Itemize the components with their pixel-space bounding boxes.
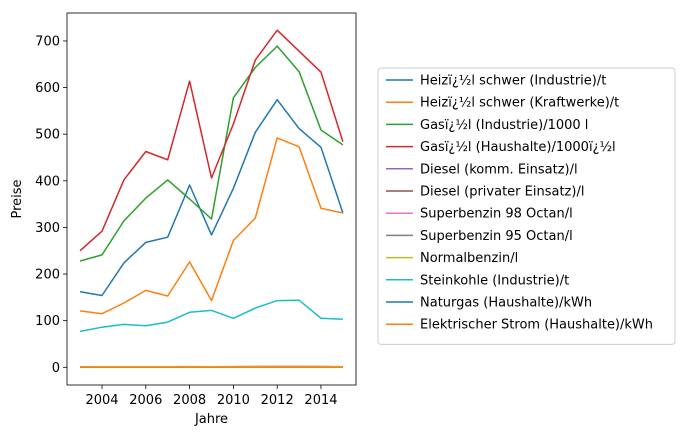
y-tick-label: 500 <box>35 128 60 143</box>
legend-label: Normalbenzin/l <box>420 251 518 266</box>
legend-label: Superbenzin 98 Octan/l <box>420 207 573 222</box>
legend-box <box>377 67 676 345</box>
x-axis-label: Jahre <box>194 412 228 427</box>
x-tick-label: 2014 <box>304 393 337 408</box>
series-line-10 <box>79 299 343 333</box>
legend-label: Gasï¿½l (Industrie)/1000 l <box>420 118 588 133</box>
y-tick-label: 400 <box>35 174 60 189</box>
legend-label: Steinkohle (Industrie)/t <box>420 273 569 288</box>
legend-label: Gasï¿½l (Haushalte)/1000ï¿½l <box>420 140 616 155</box>
legend-label: Heizï¿½l schwer (Kraftwerke)/t <box>420 96 619 111</box>
legend-label: Elektrischer Strom (Haushalte)/kWh <box>420 318 653 333</box>
x-tick-label: 2008 <box>173 393 206 408</box>
legend: Heizï¿½l schwer (Industrie)/t Heizï¿½l sc… <box>377 67 676 345</box>
series-line-3 <box>79 45 344 262</box>
legend-label: Diesel (komm. Einsatz)/l <box>420 162 578 177</box>
legend-label: Superbenzin 95 Octan/l <box>420 229 573 244</box>
x-tick-label: 2010 <box>217 393 250 408</box>
series-lines <box>79 29 344 369</box>
y-tick-label: 100 <box>35 314 60 329</box>
axes: 2004 2006 2008 2010 2012 2014 0 100 200 300 400 500… <box>35 12 357 408</box>
x-tick-label: 2012 <box>261 393 294 408</box>
legend-label: Diesel (privater Einsatz)/l <box>420 185 584 200</box>
y-tick-label: 200 <box>35 268 60 283</box>
y-tick-label: 0 <box>52 361 60 376</box>
y-axis-label: Preise <box>10 179 25 218</box>
legend-label: Heizï¿½l schwer (Industrie)/t <box>420 74 606 89</box>
y-tick-label: 300 <box>35 221 60 236</box>
y-tick-label: 700 <box>35 34 60 49</box>
legend-label: Naturgas (Haushalte)/kWh <box>420 296 592 311</box>
x-tick-label: 2006 <box>129 393 162 408</box>
x-tick-label: 2004 <box>85 393 118 408</box>
series-line-1 <box>79 98 344 297</box>
series-line-4 <box>79 29 344 252</box>
plot-frame <box>66 12 357 386</box>
y-tick-label: 600 <box>35 81 60 96</box>
series-line-2 <box>80 137 344 315</box>
